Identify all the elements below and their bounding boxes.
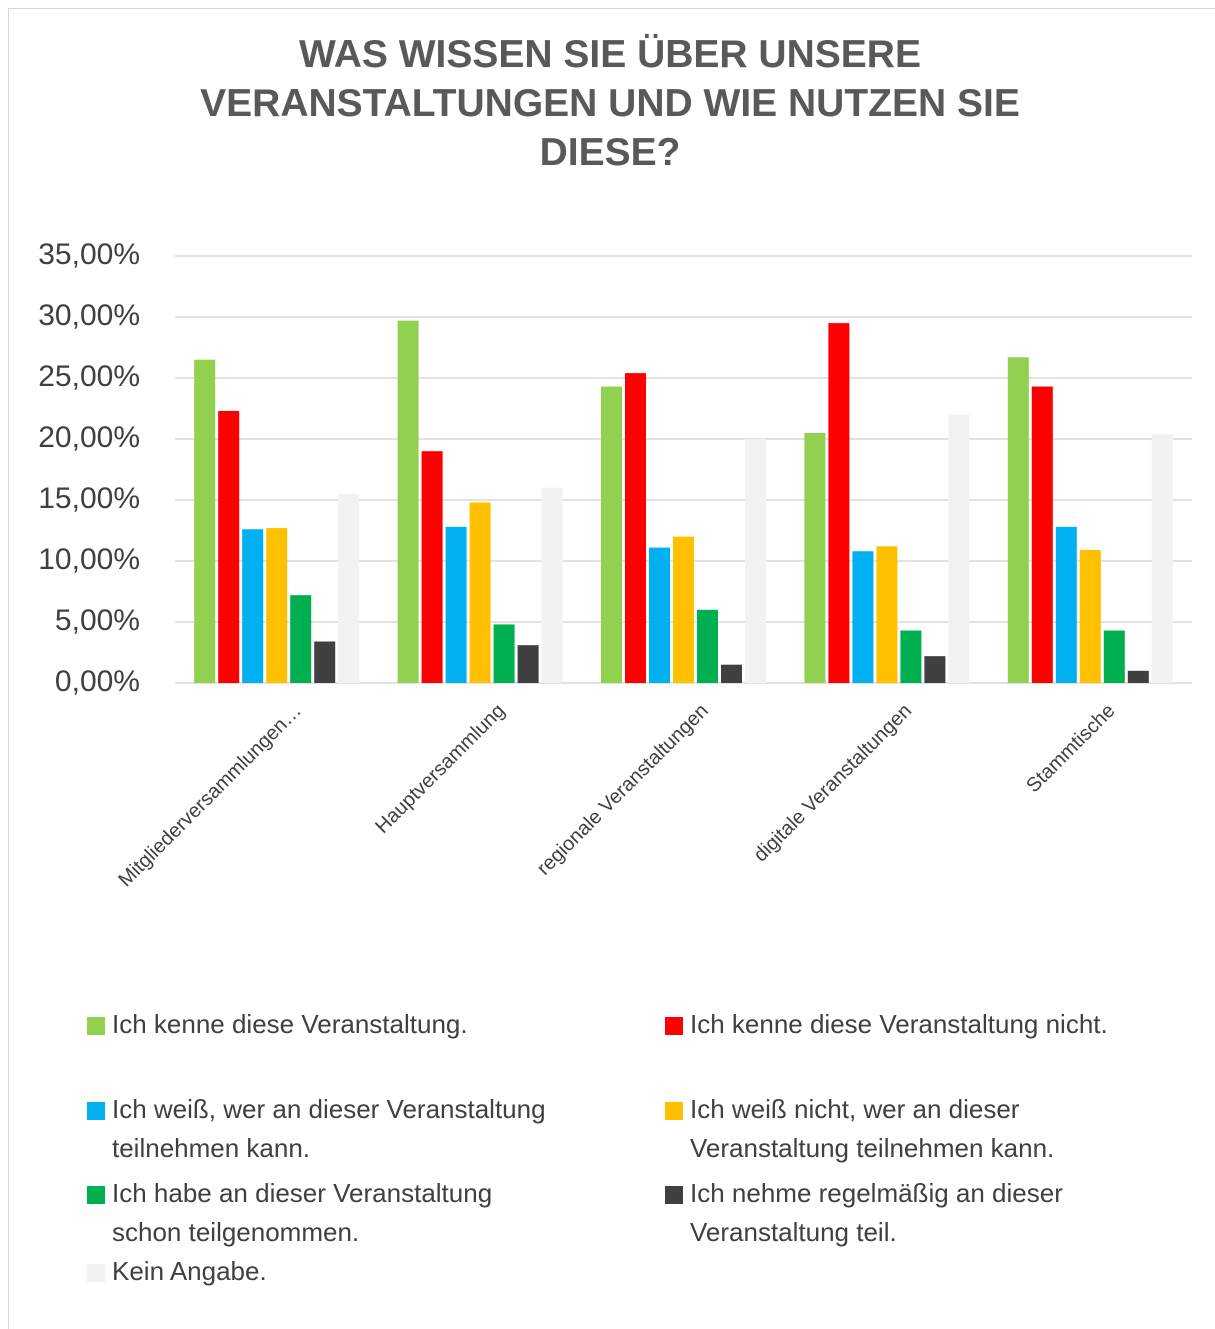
legend-item: Ich kenne diese Veranstaltung nicht. bbox=[665, 1005, 1145, 1044]
legend-swatch bbox=[665, 1186, 683, 1204]
bar bbox=[242, 529, 264, 683]
x-tick-label: Stammtische bbox=[1022, 700, 1119, 797]
legend-label: Ich weiß, wer an dieser Veranstaltung te… bbox=[112, 1094, 546, 1163]
y-tick-label: 5,00% bbox=[55, 604, 140, 637]
bar bbox=[900, 630, 922, 683]
bar bbox=[649, 547, 670, 683]
bar bbox=[541, 487, 563, 683]
legend-swatch bbox=[665, 1102, 683, 1120]
bar bbox=[397, 320, 419, 683]
bar bbox=[445, 526, 467, 683]
bar bbox=[745, 439, 766, 683]
legend-label: Ich habe an dieser Veranstaltung schon t… bbox=[112, 1178, 493, 1247]
legend-label: Ich kenne diese Veranstaltung. bbox=[112, 1009, 468, 1039]
legend-label: Kein Angabe. bbox=[112, 1256, 267, 1286]
bar bbox=[1079, 550, 1101, 683]
bar bbox=[948, 414, 970, 683]
legend-item: Ich weiß, wer an dieser Veranstaltung te… bbox=[87, 1090, 567, 1168]
bar bbox=[1103, 630, 1125, 683]
y-tick-label: 15,00% bbox=[38, 482, 140, 515]
y-tick-label: 35,00% bbox=[38, 238, 140, 271]
y-tick-label: 25,00% bbox=[38, 360, 140, 393]
bar bbox=[804, 432, 826, 683]
bar bbox=[493, 624, 515, 683]
legend-item: Ich kenne diese Veranstaltung. bbox=[87, 1005, 567, 1044]
legend-swatch bbox=[665, 1017, 683, 1035]
legend-item: Kein Angabe. bbox=[87, 1252, 567, 1291]
bar bbox=[924, 656, 946, 683]
bar bbox=[852, 551, 874, 683]
bar bbox=[290, 595, 312, 683]
chart-border bbox=[8, 8, 1215, 1329]
chart-title: WAS WISSEN SIE ÜBER UNSERE VERANSTALTUNG… bbox=[200, 33, 1020, 174]
bar bbox=[673, 536, 694, 683]
legend-item: Ich weiß nicht, wer an dieser Veranstalt… bbox=[665, 1090, 1145, 1168]
legend-swatch bbox=[87, 1102, 105, 1120]
bar bbox=[194, 359, 216, 683]
legend-label: Ich nehme regelmäßig an dieser Veranstal… bbox=[690, 1178, 1063, 1247]
legend-item: Ich nehme regelmäßig an dieser Veranstal… bbox=[665, 1174, 1145, 1252]
bar bbox=[314, 641, 336, 683]
y-tick-label: 10,00% bbox=[38, 543, 140, 576]
bar bbox=[218, 410, 240, 683]
bar bbox=[1007, 357, 1029, 683]
y-tick-label: 30,00% bbox=[38, 299, 140, 332]
bar bbox=[721, 664, 742, 683]
legend-swatch bbox=[87, 1186, 105, 1204]
bar bbox=[266, 528, 288, 683]
x-tick-label: digitale Veranstaltungen bbox=[750, 700, 917, 867]
x-tick-label: Mitgliederversammlungen… bbox=[114, 700, 306, 892]
bar bbox=[601, 386, 622, 683]
legend-label: Ich weiß nicht, wer an dieser Veranstalt… bbox=[690, 1094, 1055, 1163]
y-tick-label: 20,00% bbox=[38, 421, 140, 454]
y-tick-label: 0,00% bbox=[55, 665, 140, 698]
legend-swatch bbox=[87, 1017, 105, 1035]
bar bbox=[1031, 386, 1053, 683]
legend-item: Ich habe an dieser Veranstaltung schon t… bbox=[87, 1174, 567, 1252]
x-tick-label: Hauptversammlung bbox=[371, 700, 509, 838]
bar bbox=[338, 493, 360, 683]
bar bbox=[828, 323, 850, 683]
bar bbox=[1055, 526, 1077, 683]
x-tick-label: regionale Veranstaltungen bbox=[533, 700, 713, 880]
legend-swatch bbox=[87, 1264, 105, 1282]
bar bbox=[517, 645, 539, 683]
bar bbox=[469, 502, 491, 683]
legend-label: Ich kenne diese Veranstaltung nicht. bbox=[690, 1009, 1108, 1039]
bar bbox=[1127, 670, 1149, 683]
bar bbox=[876, 546, 898, 683]
bar bbox=[625, 373, 646, 683]
bar bbox=[697, 609, 718, 683]
bar bbox=[421, 451, 443, 683]
bar bbox=[1151, 434, 1173, 683]
